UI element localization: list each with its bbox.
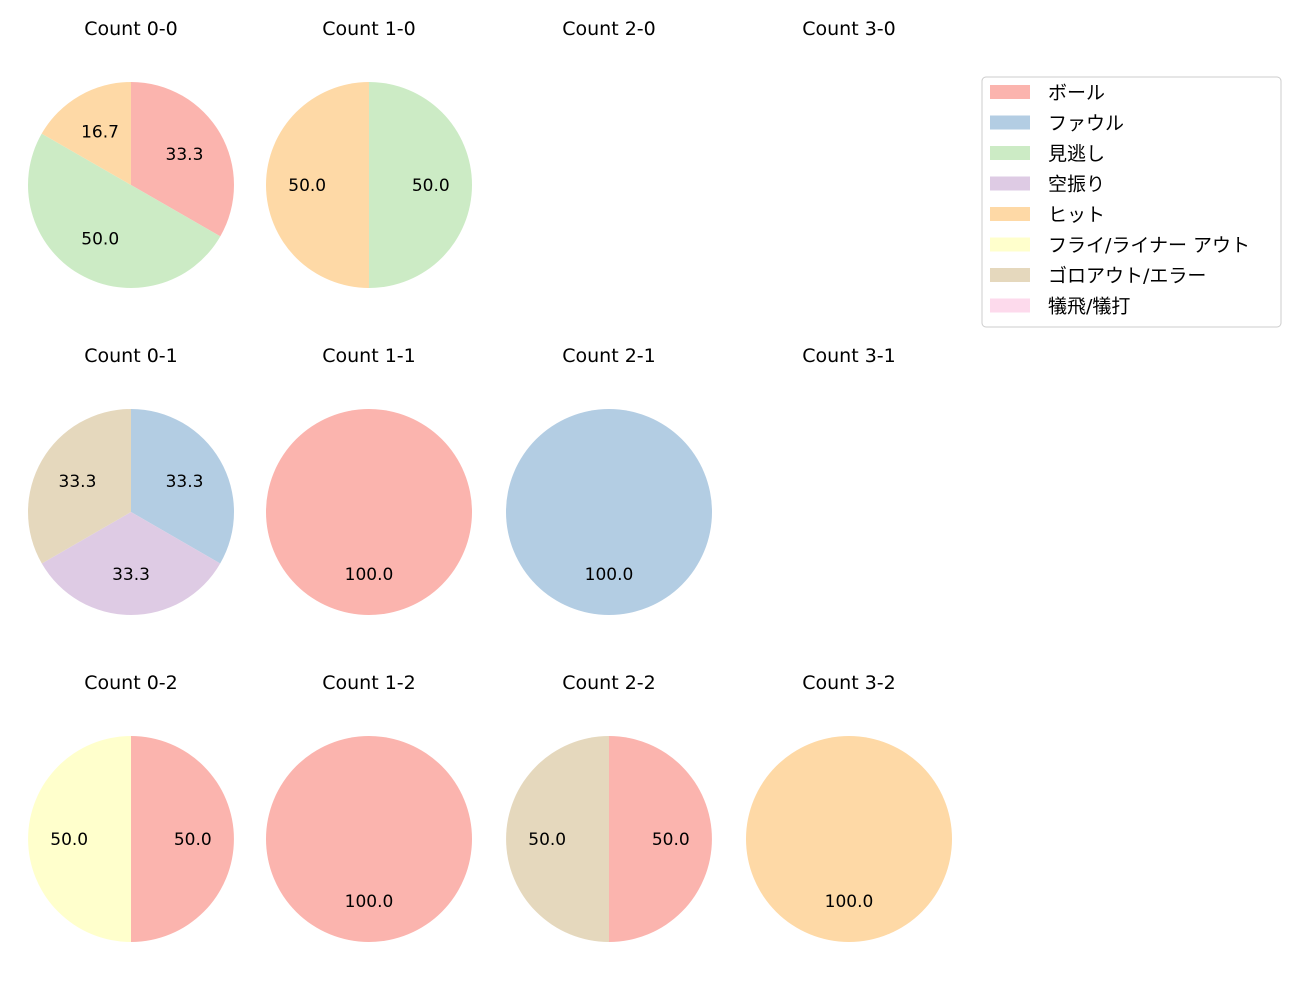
legend-label: ボール [1048, 82, 1105, 104]
slice-label: 50.0 [288, 176, 326, 196]
pie-title: Count 3-1 [802, 345, 896, 367]
pie-title: Count 2-1 [562, 345, 656, 367]
pie-slice [609, 736, 712, 942]
slice-label: 100.0 [825, 892, 874, 912]
pie-slice [131, 409, 234, 564]
pie-title: Count 1-2 [322, 672, 416, 694]
slice-label: 33.3 [112, 565, 150, 585]
pie-title: Count 1-0 [322, 18, 416, 40]
slice-label: 100.0 [585, 565, 634, 585]
legend-label: ファウル [1048, 113, 1124, 135]
pie-title: Count 2-0 [562, 18, 656, 40]
slice-label: 50.0 [528, 830, 566, 850]
legend-label: 見逃し [1048, 143, 1105, 165]
legend-swatch [990, 207, 1030, 221]
pie-slice [131, 82, 234, 237]
pie-title: Count 3-0 [802, 18, 896, 40]
pie-slice [28, 736, 131, 942]
pie-slice [266, 409, 472, 615]
legend-swatch [990, 85, 1030, 99]
legend-swatch [990, 268, 1030, 282]
legend-label: ゴロアウト/エラー [1048, 265, 1206, 287]
legend-label: 空振り [1048, 174, 1105, 196]
legend-swatch [990, 146, 1030, 160]
pie-slice [27, 409, 131, 564]
pie-title: Count 2-2 [562, 672, 656, 694]
pie-slice [41, 512, 221, 615]
legend-box [981, 76, 1282, 328]
legend-swatch [990, 115, 1030, 130]
slice-label: 50.0 [412, 176, 450, 196]
legend-label: 犠飛/犠打 [1048, 296, 1130, 318]
legend-label: フライ/ライナー アウト [1048, 235, 1250, 257]
slice-label: 100.0 [345, 565, 394, 585]
slice-label: 100.0 [345, 892, 394, 912]
legend-swatch [990, 298, 1030, 313]
pie-slice [41, 82, 131, 185]
slice-label: 50.0 [81, 230, 119, 250]
pie-title: Count 1-1 [322, 345, 416, 367]
pie-slice [266, 82, 369, 288]
legend-swatch [990, 237, 1030, 252]
pie-title: Count 0-0 [84, 18, 178, 40]
legend-label: ヒット [1048, 204, 1105, 226]
slice-label: 16.7 [81, 123, 119, 143]
legend-swatch [990, 176, 1030, 191]
pie-slice [27, 133, 221, 288]
pie-title: Count 0-1 [84, 345, 178, 367]
pie-title: Count 3-2 [802, 672, 896, 694]
slice-label: 50.0 [652, 830, 690, 850]
slice-label: 33.3 [166, 472, 204, 492]
slice-label: 50.0 [174, 830, 212, 850]
pie-slice [369, 82, 472, 288]
pie-title: Count 0-2 [84, 672, 178, 694]
slice-label: 50.0 [50, 830, 88, 850]
slice-label: 33.3 [59, 472, 97, 492]
pie-slice [746, 736, 952, 942]
pie-slice [506, 736, 609, 942]
pie-slice [131, 736, 234, 942]
slice-label: 33.3 [166, 145, 204, 165]
pie-slice [506, 409, 712, 615]
pie-slice [266, 736, 472, 942]
